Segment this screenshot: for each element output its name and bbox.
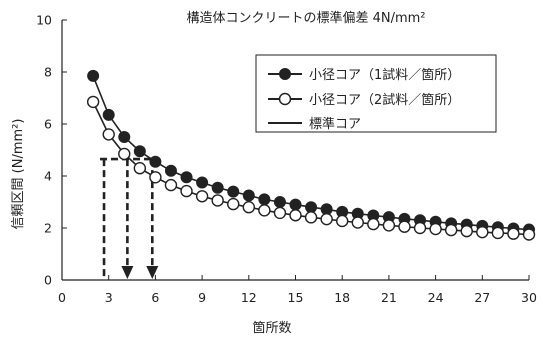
series-2-point <box>164 178 178 192</box>
legend-label-series-2: 小径コア（2試料／箇所） <box>309 92 460 108</box>
y-axis-title: 信頼区間 (N/mm²) <box>11 119 26 230</box>
y-tick-label: 10 <box>36 13 52 28</box>
x-tick-label: 30 <box>521 290 537 305</box>
series-2-point <box>460 224 473 238</box>
series-2-point <box>507 227 520 240</box>
x-tick-label: 3 <box>105 290 113 305</box>
series-2-point <box>491 226 505 240</box>
series-2-point <box>444 223 458 237</box>
series-2-point <box>195 190 209 203</box>
y-tick-label: 2 <box>44 221 52 236</box>
legend: 小径コア（1試料／箇所） 小径コア（2試料／箇所） 標準コア <box>255 54 497 133</box>
x-tick-label: 0 <box>58 290 66 305</box>
legend-marker-filled-circle <box>279 68 291 80</box>
series-2-point <box>398 220 411 233</box>
x-tick-label: 21 <box>381 290 397 305</box>
series-2-point <box>149 171 162 184</box>
series-1-point <box>102 108 115 121</box>
x-axis-title: 箇所数 <box>252 320 291 336</box>
series-2-point <box>320 212 333 226</box>
y-tick-label: 4 <box>44 169 52 184</box>
series-2-point <box>304 211 318 224</box>
legend-label-series-3: 標準コア <box>309 116 361 132</box>
x-tick-label: 6 <box>151 290 159 305</box>
series-1-point <box>164 164 177 177</box>
series-2-point <box>133 161 147 175</box>
dashed-arrow-annotations <box>100 157 159 280</box>
series-2-point <box>522 228 536 241</box>
series-2-point <box>227 197 240 211</box>
series-1-point <box>149 155 162 168</box>
series-2-point <box>102 128 115 141</box>
series-1-point <box>211 181 224 194</box>
series-2-point <box>382 219 396 232</box>
x-tick-label: 27 <box>474 290 490 305</box>
legend-label-series-1: 小径コア（1試料／箇所） <box>309 67 460 83</box>
legend-box <box>255 54 497 133</box>
series-2-point <box>86 95 100 109</box>
series-2-point <box>180 184 193 198</box>
series-1-point <box>196 176 209 189</box>
series-2-point <box>242 200 256 214</box>
y-tick-label: 8 <box>44 65 52 80</box>
series-2-point <box>367 217 380 231</box>
series-markers <box>86 69 536 241</box>
series-2-point <box>476 225 489 239</box>
x-tick-label: 9 <box>198 290 206 305</box>
y-tick-label: 0 <box>44 273 52 288</box>
series-2-point <box>336 214 349 228</box>
series-1-point <box>87 69 100 82</box>
series-1-point <box>273 196 286 208</box>
series-1-point <box>305 201 318 214</box>
series-2-point <box>273 206 287 220</box>
series-2-point <box>351 216 364 229</box>
series-2-point <box>118 147 131 161</box>
x-tick-label: 12 <box>241 290 257 305</box>
series-1-point <box>133 145 146 158</box>
x-tick-label: 18 <box>334 290 350 305</box>
chart-title: 構造体コンクリートの標準偏差 4N/mm² <box>186 10 425 26</box>
series-2-point <box>413 221 427 235</box>
x-tick-label: 15 <box>288 290 304 305</box>
series-1-point <box>242 189 255 202</box>
series-1-point <box>118 131 131 143</box>
legend-marker-open-circle <box>278 92 292 106</box>
series-2-point <box>211 194 224 207</box>
x-tick-label: 24 <box>428 290 444 305</box>
y-tick-label: 6 <box>44 117 52 132</box>
series-2-point <box>258 204 271 217</box>
arrowhead <box>121 266 134 279</box>
series-2-point <box>429 222 442 236</box>
x-axis: 0 3 6 9 12 15 18 21 24 27 30 <box>58 275 537 305</box>
series-2-point <box>289 209 302 222</box>
series-1-point <box>258 193 271 206</box>
arrowhead <box>146 266 159 279</box>
series-1-point <box>289 198 302 211</box>
series-1-point <box>227 185 240 198</box>
series-1-point <box>180 171 193 184</box>
y-axis: 0 2 4 6 8 10 <box>36 13 67 288</box>
